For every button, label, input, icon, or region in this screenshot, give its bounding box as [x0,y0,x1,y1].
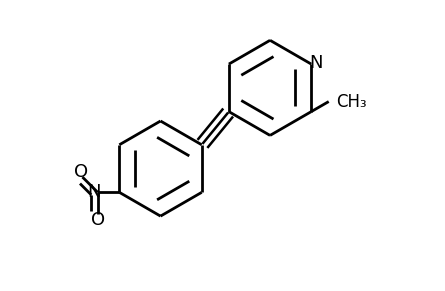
Text: N: N [87,183,101,201]
Text: CH₃: CH₃ [336,93,367,111]
Text: O: O [91,211,105,229]
Text: O: O [74,163,88,181]
Text: N: N [310,54,323,72]
